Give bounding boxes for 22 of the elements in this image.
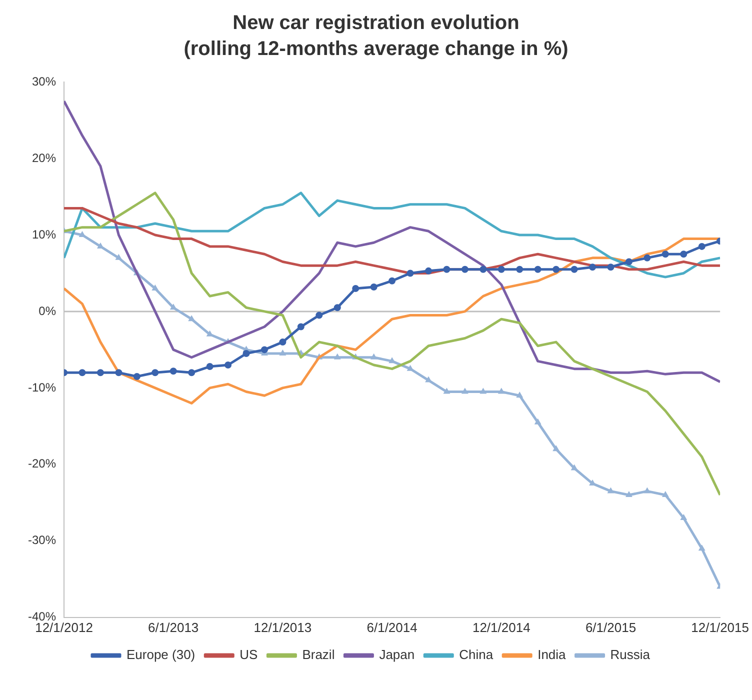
y-tick-label: 30% — [32, 74, 56, 88]
legend-label: Brazil — [302, 647, 335, 662]
x-tick-label: 12/1/2015 — [691, 620, 750, 635]
y-tick-label: -30% — [28, 533, 56, 548]
legend-label: Europe (30) — [126, 647, 196, 662]
legend-label: China — [459, 647, 494, 662]
y-tick-label: -20% — [28, 456, 56, 471]
legend-label: Japan — [379, 647, 415, 662]
x-tick-label: 12/1/2014 — [472, 620, 530, 635]
legend-label: Russia — [610, 647, 651, 662]
y-tick-label: 10% — [32, 227, 56, 242]
legend-label: India — [538, 647, 567, 662]
x-tick-label: 6/1/2015 — [585, 620, 636, 635]
x-tick-label: 12/1/2013 — [254, 620, 312, 635]
x-tick-label: 6/1/2013 — [148, 620, 199, 635]
legend-label: US — [240, 647, 258, 662]
y-tick-label: -10% — [28, 380, 56, 394]
chart-title: New car registration evolution — [232, 11, 520, 36]
y-tick-label: 0% — [38, 304, 56, 318]
chart-subtitle: (rolling 12-months average change in %) — [182, 37, 570, 62]
x-tick-label: 6/1/2014 — [366, 620, 418, 635]
y-tick-label: 20% — [32, 150, 56, 165]
